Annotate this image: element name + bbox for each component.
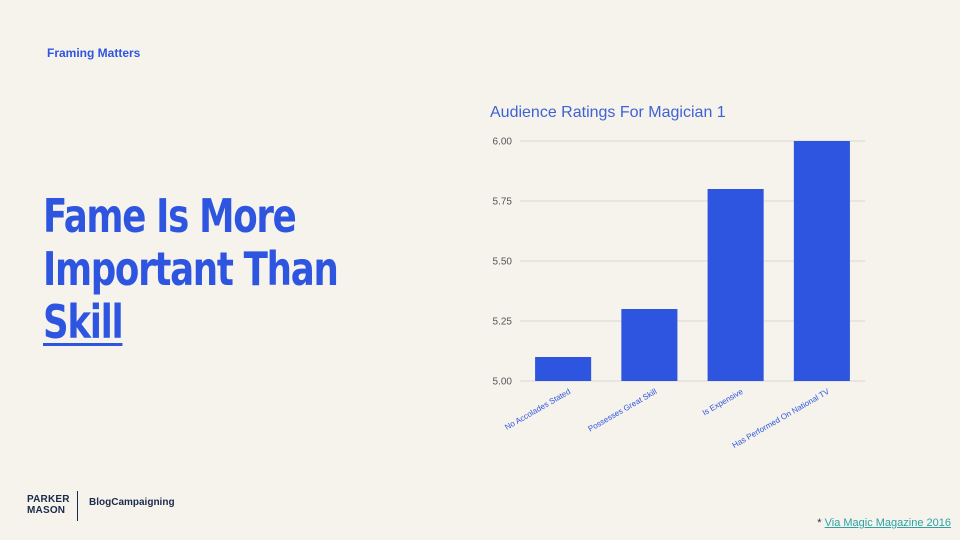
x-category-label: Possesses Great Skill <box>586 387 658 434</box>
footer-divider <box>77 491 78 521</box>
headline: Fame Is More Important Than Skill <box>43 189 339 349</box>
chart-title: Audience Ratings For Magician 1 <box>490 104 726 121</box>
y-tick-label: 6.00 <box>493 137 513 148</box>
footer-brand: BlogCampaigning <box>89 497 175 508</box>
bar-chart: Audience Ratings For Magician 1 5.00 5.25… <box>470 95 890 475</box>
headline-line-3: Skill <box>43 295 124 349</box>
headline-line-2: Important Than <box>43 242 339 296</box>
source-link[interactable]: Via Magic Magazine 2016 <box>824 517 951 529</box>
bar <box>535 357 592 381</box>
y-tick-label: 5.00 <box>493 377 513 388</box>
chart-svg: Audience Ratings For Magician 1 5.00 5.25… <box>490 104 865 450</box>
source-prefix: * <box>817 517 825 529</box>
company-logo: PARKER MASON <box>27 494 70 516</box>
logo-line-1: PARKER <box>27 494 70 505</box>
bar <box>707 189 764 381</box>
logo-line-2: MASON <box>27 505 66 516</box>
bar <box>793 141 850 381</box>
y-tick-label: 5.50 <box>493 257 513 268</box>
section-label: Framing Matters <box>47 46 141 60</box>
bar <box>621 309 678 381</box>
y-tick-label: 5.75 <box>493 197 513 208</box>
x-category-label: No Accolades Stated <box>503 387 572 432</box>
source-citation: * Via Magic Magazine 2016 <box>817 517 951 529</box>
x-category-label: Has Performed On National TV <box>731 387 832 450</box>
x-category-label: Is Expensive <box>701 387 745 418</box>
y-tick-label: 5.25 <box>493 317 513 328</box>
headline-line-1: Fame Is More <box>43 189 297 243</box>
